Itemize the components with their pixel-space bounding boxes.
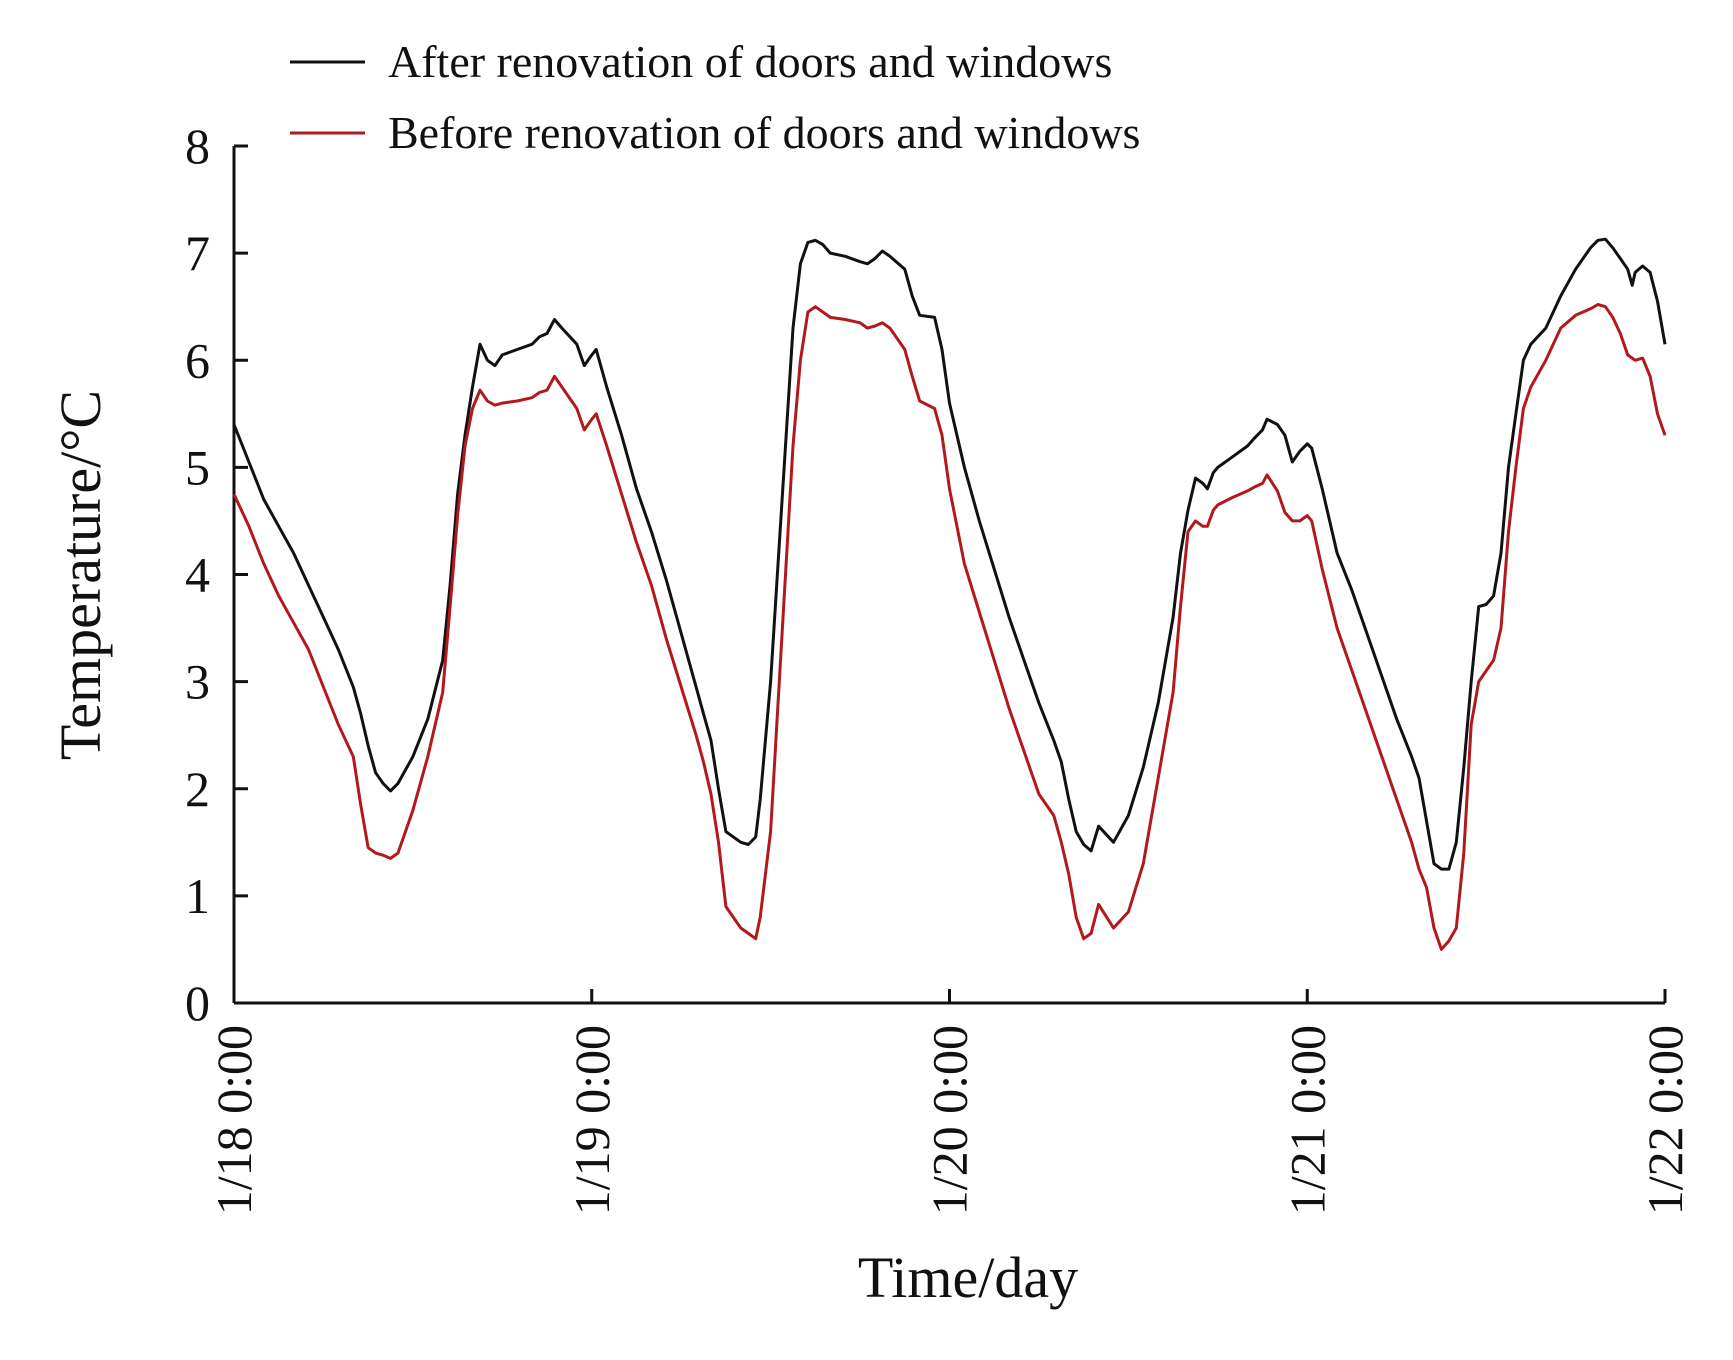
x-tick-label: 1/22 0:00 [1637, 1025, 1693, 1215]
legend-label-before: Before renovation of doors and windows [388, 107, 1140, 158]
x-axis-title: Time/day [858, 1245, 1078, 1310]
legend: After renovation of doors and windows Be… [290, 36, 1140, 158]
x-tick-label: 1/20 0:00 [922, 1025, 978, 1215]
x-tick-label: 1/18 0:00 [206, 1025, 262, 1215]
series-line-before [232, 303, 1667, 951]
y-ticks: 0 1 2 3 4 5 6 7 8 [185, 118, 248, 1031]
y-tick-label: 8 [185, 118, 210, 174]
series-line-after [232, 237, 1667, 871]
legend-item-before: Before renovation of doors and windows [290, 107, 1140, 158]
y-axis-title: Temperature/°C [48, 390, 113, 760]
series-layer [232, 237, 1667, 951]
axes [232, 146, 1665, 1005]
y-tick-label: 3 [185, 654, 210, 710]
x-ticks: 1/18 0:00 1/19 0:00 1/20 0:00 1/21 0:00 1/22… [206, 989, 1693, 1215]
y-tick-label: 5 [185, 439, 210, 495]
y-tick-label: 6 [185, 332, 210, 388]
y-tick-label: 4 [185, 547, 210, 603]
x-tick-label: 1/19 0:00 [564, 1025, 620, 1215]
legend-item-after: After renovation of doors and windows [290, 36, 1112, 87]
y-tick-label: 1 [185, 868, 210, 924]
y-tick-label: 2 [185, 761, 210, 817]
legend-label-after: After renovation of doors and windows [388, 36, 1112, 87]
y-tick-label: 0 [185, 975, 210, 1031]
y-tick-label: 7 [185, 225, 210, 281]
x-tick-label: 1/21 0:00 [1279, 1025, 1335, 1215]
